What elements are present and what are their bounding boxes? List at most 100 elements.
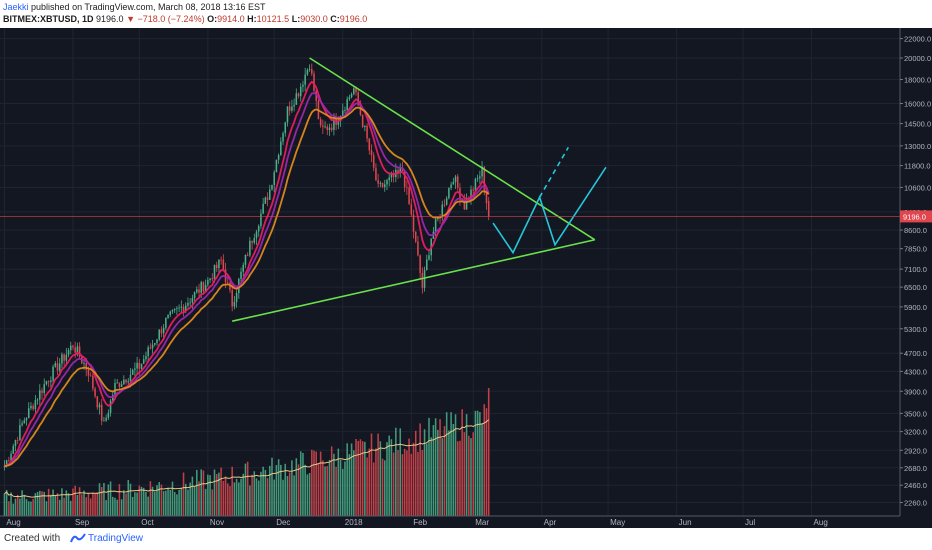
volume-bar (443, 426, 446, 516)
candle-body (202, 282, 205, 292)
volume-bar (339, 459, 342, 516)
candle-body (381, 182, 384, 188)
candle-body (229, 282, 231, 291)
price-chart[interactable]: 22000.0 20000.0 18000.0 16000.0 14500.0 13000… (0, 28, 932, 528)
candle-body (277, 155, 280, 160)
volume-bar (470, 438, 472, 516)
price-tick-label: 13000.0 (904, 142, 931, 151)
candle-body (341, 110, 344, 116)
volume-bar (266, 478, 269, 516)
candle-body (286, 106, 289, 123)
candle-body (481, 166, 483, 177)
candle-body (5, 460, 8, 467)
volume-bar (452, 423, 455, 516)
volume-bar (215, 474, 218, 516)
candle-body (65, 354, 68, 361)
volume-bar (207, 474, 209, 516)
volume-bar (485, 408, 488, 516)
trendline-drawings[interactable] (232, 57, 607, 322)
candle-body (414, 231, 417, 242)
volume-bar (83, 490, 85, 516)
candle-body (187, 302, 189, 306)
volume-bar (16, 494, 19, 516)
candle-body (235, 293, 238, 302)
candle-body (448, 188, 450, 199)
volume-bar (487, 388, 490, 516)
volume-bar (41, 491, 43, 516)
candle-body (58, 363, 61, 371)
candle-body (171, 310, 174, 312)
volume-bar (173, 491, 176, 516)
volume-bar (348, 454, 351, 516)
author-link[interactable]: Jaekki (3, 2, 29, 12)
volume-bar (54, 495, 57, 516)
volume-bar (156, 485, 158, 516)
volume-bar (23, 494, 26, 516)
price-axis[interactable]: 22000.0 20000.0 18000.0 16000.0 14500.0 13000… (899, 28, 932, 528)
candle-body (10, 453, 12, 461)
volume-bar (100, 486, 103, 516)
current-price-label: 9196.0 (903, 212, 926, 221)
candle-body (127, 381, 130, 383)
candle-body (273, 172, 275, 185)
volume-bar (437, 429, 439, 516)
candle-body (319, 119, 322, 126)
triangle-lower-trendline (232, 238, 596, 322)
candle-body (326, 126, 329, 130)
volume-bar (264, 469, 267, 516)
volume-bar (330, 446, 333, 516)
ema-lines (3, 80, 490, 468)
volume-bar (403, 448, 406, 516)
candle-body (244, 254, 247, 265)
volume-bar (406, 450, 408, 516)
price-tick-label: 22000.0 (904, 35, 931, 44)
candle-body (50, 380, 52, 383)
volume-bar (302, 452, 304, 516)
candle-body (209, 278, 211, 280)
candle-body (443, 204, 446, 206)
candle-body (136, 362, 138, 369)
volume-bar (226, 483, 229, 516)
candle-body (423, 270, 426, 288)
volume-bar (271, 457, 273, 516)
candle-body (76, 346, 79, 353)
volume-bar (165, 490, 167, 516)
candle-body (375, 167, 377, 181)
candles (3, 63, 490, 471)
volume-bar (392, 452, 395, 516)
volume-bar (439, 419, 441, 516)
volume-bar (353, 450, 355, 516)
chart-area[interactable]: 22000.0 20000.0 18000.0 16000.0 14500.0 13000… (0, 28, 932, 528)
tradingview-link[interactable]: TradingView (88, 533, 144, 544)
volume-bar (114, 497, 116, 516)
symbol-label[interactable]: BITMEX:XBTUSD, 1D (3, 14, 94, 24)
candle-body (386, 180, 388, 185)
volume-bar (476, 410, 479, 516)
candle-body (293, 104, 295, 107)
candle-body (264, 197, 267, 204)
candle-body (479, 176, 481, 179)
volume-bar (269, 465, 271, 516)
candle-body (200, 282, 203, 293)
volume-bar (134, 492, 136, 516)
volume-bar (187, 489, 189, 516)
volume-bar (123, 490, 125, 516)
candle-body (452, 182, 455, 185)
time-axis[interactable]: Aug Sep Oct Nov Dec 2018 Feb Mar Apr May Jun Jul Aug (0, 515, 900, 527)
volume-bar (171, 481, 174, 516)
volume-bar (65, 490, 68, 516)
volume-bar (249, 485, 251, 516)
volume-bar (191, 476, 194, 516)
candle-body (428, 255, 430, 260)
volume-bar (32, 498, 34, 516)
volume-bar (127, 480, 130, 516)
volume-bar (322, 460, 324, 516)
volume-bar (125, 493, 127, 516)
price-tick-label: 2460.0 (904, 481, 927, 490)
volume-bar (282, 479, 284, 516)
candle-body (368, 138, 371, 151)
candle-body (295, 93, 298, 105)
volume-bar (202, 470, 205, 516)
candle-body (96, 396, 99, 408)
volume-bar (246, 461, 249, 516)
